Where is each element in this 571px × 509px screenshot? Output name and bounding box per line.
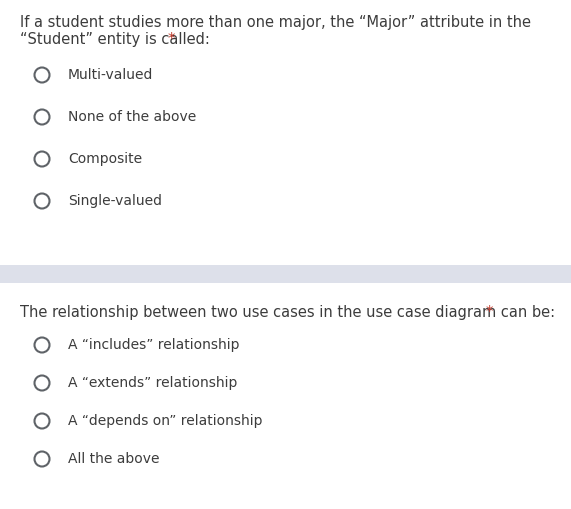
Text: A “includes” relationship: A “includes” relationship [68, 338, 239, 352]
Circle shape [34, 193, 50, 209]
Circle shape [34, 68, 50, 82]
Circle shape [34, 337, 50, 353]
Circle shape [34, 152, 50, 166]
Circle shape [34, 413, 50, 429]
Text: A “extends” relationship: A “extends” relationship [68, 376, 238, 390]
Text: Multi-valued: Multi-valued [68, 68, 154, 82]
Text: Composite: Composite [68, 152, 142, 166]
Bar [0, 265, 571, 283]
Circle shape [34, 451, 50, 467]
Circle shape [34, 109, 50, 125]
Text: “Student” entity is called:: “Student” entity is called: [20, 32, 215, 47]
Circle shape [34, 376, 50, 390]
Text: If a student studies more than one major, the “Major” attribute in the: If a student studies more than one major… [20, 15, 531, 30]
Text: The relationship between two use cases in the use case diagram can be:: The relationship between two use cases i… [20, 305, 560, 320]
Text: Single-valued: Single-valued [68, 194, 162, 208]
Text: All the above: All the above [68, 452, 159, 466]
Text: A “depends on” relationship: A “depends on” relationship [68, 414, 263, 428]
Text: *: * [168, 32, 175, 47]
Text: *: * [486, 305, 493, 320]
Text: None of the above: None of the above [68, 110, 196, 124]
